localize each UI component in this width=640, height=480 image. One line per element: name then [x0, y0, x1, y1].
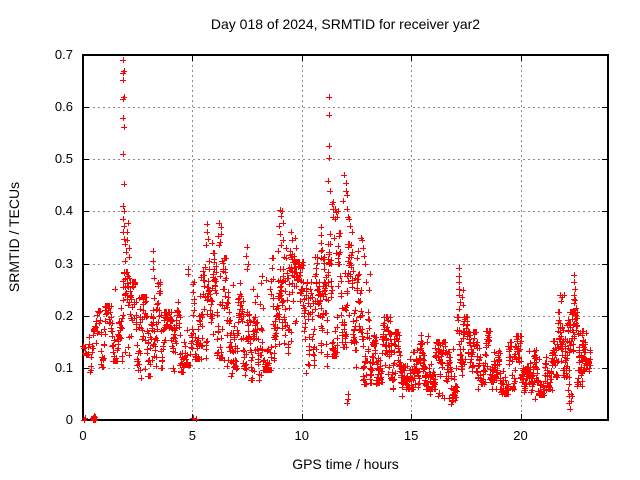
y-tick-label: 0.2	[54, 307, 73, 323]
y-axis-label: SRMTID / TECUs	[6, 181, 22, 293]
x-tick-label: 0	[79, 428, 87, 443]
data-points-srmtid	[80, 57, 593, 423]
gridlines	[83, 55, 608, 420]
axis-ticks	[83, 55, 608, 421]
y-tick-label: 0	[65, 412, 73, 427]
x-tick-label: 10	[294, 428, 309, 443]
x-axis-label: GPS time / hours	[292, 456, 399, 472]
x-tick-label: 20	[513, 428, 528, 443]
x-tick-label: 5	[188, 428, 196, 443]
y-tick-label: 0.1	[54, 359, 73, 375]
plot-border	[82, 54, 609, 421]
chart-title: Day 018 of 2024, SRMTID for receiver yar…	[210, 16, 481, 32]
y-tick-label: 0.5	[54, 151, 73, 167]
x-tick-label: 15	[403, 428, 419, 443]
y-tick-label: 0.7	[54, 47, 73, 62]
y-tick-label: 0.3	[54, 255, 73, 271]
y-tick-label: 0.6	[54, 99, 73, 115]
y-tick-label: 0.4	[54, 203, 73, 219]
